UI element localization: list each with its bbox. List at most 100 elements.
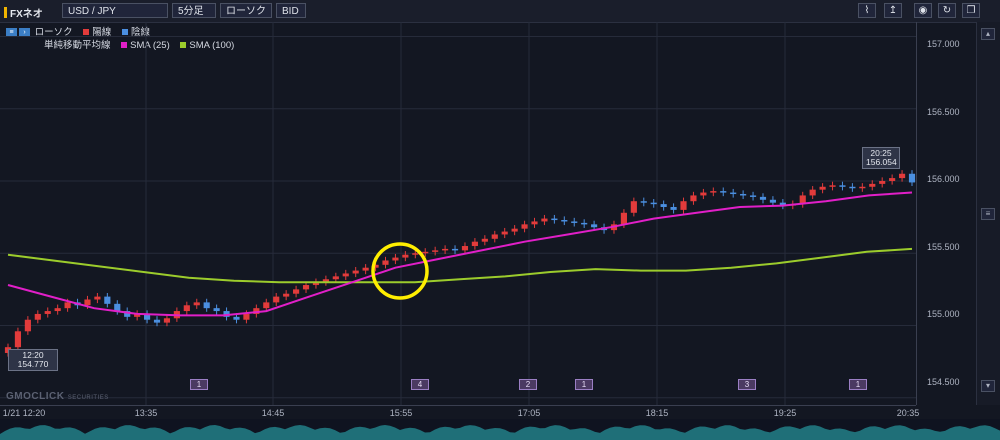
- start-time: 12:20: [22, 350, 44, 360]
- candle-body: [243, 313, 250, 320]
- candle-body: [362, 267, 369, 271]
- candle-body: [283, 293, 290, 297]
- time-tick: 20:35: [896, 408, 920, 418]
- event-marker[interactable]: 1: [190, 379, 208, 390]
- scroll-handle-icon[interactable]: ≡: [981, 208, 995, 220]
- candle-body: [432, 250, 439, 252]
- price-axis: 157.000 156.500 156.000 155.500 155.000 …: [916, 22, 977, 405]
- event-marker[interactable]: 1: [849, 379, 867, 390]
- candle-body: [819, 186, 826, 190]
- camera-icon[interactable]: ◉: [914, 3, 932, 18]
- time-tick: 17:05: [517, 408, 541, 418]
- candle-body: [839, 185, 846, 187]
- scroll-down-icon[interactable]: ▾: [981, 380, 995, 392]
- candle-body: [193, 302, 200, 306]
- drawing-icon[interactable]: ⌇: [858, 3, 876, 18]
- price-tick: 156.500: [927, 107, 960, 117]
- candle-body: [34, 313, 41, 320]
- price-chart[interactable]: [0, 22, 916, 405]
- candle-body: [591, 224, 598, 228]
- price-side-select[interactable]: BID: [276, 3, 306, 18]
- candle-body: [680, 201, 687, 210]
- candle-body: [114, 303, 121, 312]
- event-marker[interactable]: 1: [575, 379, 593, 390]
- sma100-swatch: [180, 42, 187, 49]
- event-marker[interactable]: 3: [738, 379, 756, 390]
- candle-body: [908, 173, 916, 183]
- candle-body: [54, 308, 61, 312]
- legend-ma-group: 単純移動平均線: [44, 40, 111, 51]
- candle-body: [640, 201, 647, 203]
- candle-body: [630, 201, 637, 213]
- sma25-line: [7, 191, 913, 317]
- scroll-up-icon[interactable]: ▴: [981, 28, 995, 40]
- event-marker[interactable]: 2: [519, 379, 537, 390]
- last-price: 156.054: [866, 157, 897, 167]
- candle-body: [412, 253, 419, 255]
- legend-candles: ローソク: [34, 27, 73, 38]
- navigator-strip[interactable]: [0, 419, 1000, 440]
- price-scrollbar[interactable]: ▴ ≡ ▾: [976, 22, 1000, 405]
- event-marker[interactable]: 4: [411, 379, 429, 390]
- indicator-icon[interactable]: ↥: [884, 3, 902, 18]
- candle-body: [581, 222, 588, 225]
- time-tick: 15:55: [389, 408, 413, 418]
- candle-body: [213, 308, 220, 312]
- candle-body: [571, 221, 578, 223]
- candle-body: [382, 260, 389, 265]
- candle-body: [720, 191, 727, 193]
- interval-select[interactable]: 5分足: [172, 3, 216, 18]
- candle-body: [163, 318, 171, 323]
- candle-body: [312, 282, 320, 286]
- candle-body: [561, 220, 568, 222]
- candle-body: [670, 206, 677, 210]
- candle-body: [650, 202, 657, 205]
- candle-body: [660, 204, 667, 207]
- candle-body: [501, 231, 508, 235]
- chart-legend: ≡ › ローソク 陽線 陰線 単純移動平均線 SMA (25) SMA (100): [6, 26, 234, 52]
- candle-body: [24, 319, 31, 332]
- start-price-box: 12:20 154.770: [8, 349, 58, 371]
- candle-body: [700, 192, 707, 196]
- candle-body: [372, 264, 379, 268]
- symbol-select[interactable]: USD / JPY: [62, 3, 168, 18]
- candle-body: [223, 311, 230, 317]
- candle-body: [352, 270, 359, 274]
- window-icon[interactable]: ❐: [962, 3, 980, 18]
- collapse-icon[interactable]: ›: [19, 27, 30, 37]
- candle-body: [710, 191, 717, 193]
- candle-body: [759, 196, 767, 200]
- candle-body: [14, 331, 22, 348]
- settings-icon[interactable]: ≡: [6, 27, 17, 37]
- candle-body: [461, 246, 469, 251]
- candle-body: [859, 186, 866, 189]
- candle-body: [124, 311, 131, 317]
- brand-label: FXネオ: [4, 5, 43, 20]
- candle-body: [422, 251, 429, 254]
- candle-body: [749, 195, 757, 197]
- sma100-line: [7, 247, 913, 284]
- up-color-swatch: [83, 29, 90, 36]
- crossover-annotation-circle: [371, 242, 429, 300]
- chart-style-select[interactable]: ローソク: [220, 3, 272, 18]
- candle-body: [491, 234, 498, 239]
- price-tick: 155.000: [927, 309, 960, 319]
- candle-body: [541, 218, 548, 222]
- candle-body: [183, 305, 190, 312]
- candle-body: [869, 183, 876, 187]
- candle-body: [263, 302, 270, 309]
- time-tick: 13:35: [134, 408, 158, 418]
- last-time: 20:25: [870, 148, 892, 158]
- candle-body: [849, 186, 856, 189]
- candle-body: [253, 308, 260, 314]
- candle-body: [203, 302, 210, 309]
- candle-body: [84, 299, 91, 306]
- candle-body: [94, 296, 101, 300]
- candle-body: [740, 193, 747, 196]
- candle-body: [809, 189, 816, 196]
- toolbar: FXネオ USD / JPY 5分足 ローソク BID ⌇ ↥ ◉ ↻ ❐: [0, 0, 1000, 23]
- candle-body: [332, 276, 339, 280]
- refresh-icon[interactable]: ↻: [938, 3, 956, 18]
- candle-body: [273, 296, 280, 303]
- candle-body: [620, 212, 627, 225]
